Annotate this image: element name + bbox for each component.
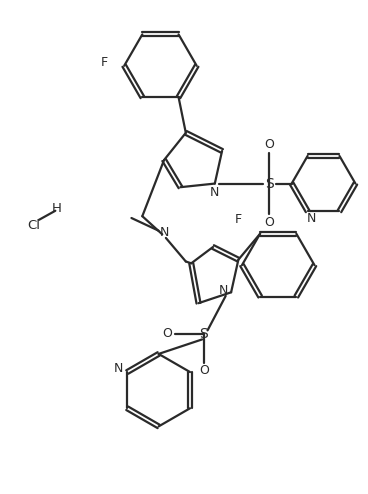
Text: O: O	[199, 365, 209, 377]
Text: O: O	[264, 216, 274, 229]
Text: O: O	[162, 328, 172, 340]
Text: F: F	[101, 56, 108, 69]
Text: N: N	[159, 226, 169, 239]
Text: O: O	[264, 138, 274, 151]
Text: N: N	[219, 284, 228, 297]
Text: H: H	[52, 203, 62, 215]
Text: F: F	[235, 213, 242, 226]
Text: S: S	[199, 327, 208, 341]
Text: Cl: Cl	[27, 219, 40, 232]
Text: S: S	[265, 176, 273, 191]
Text: N: N	[113, 362, 123, 375]
Text: N: N	[307, 212, 316, 225]
Text: N: N	[210, 186, 219, 199]
